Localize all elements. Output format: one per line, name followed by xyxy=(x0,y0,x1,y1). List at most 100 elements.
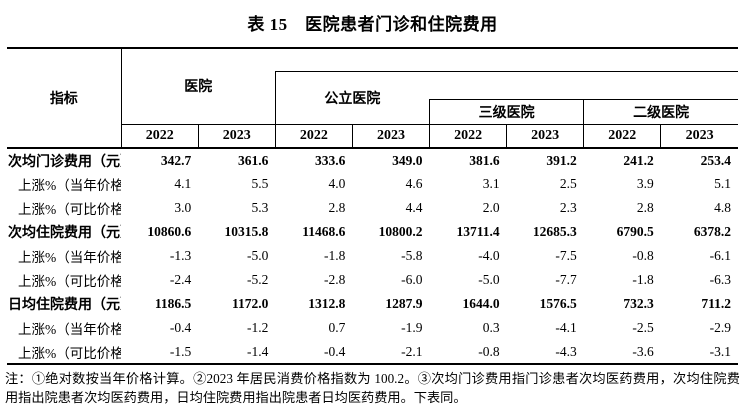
value-cell: -4.3 xyxy=(506,340,584,365)
row-label: 上涨%（可比价格） xyxy=(18,274,122,289)
value-cell: -2.9 xyxy=(709,320,731,335)
value-cell: 333.6 xyxy=(315,152,346,168)
table-row: 日均住院费用（元） 1186.5 1172.0 1312.8 1287.9 16… xyxy=(7,292,738,316)
table-row: 次均住院费用（元） 10860.6 10315.8 11468.6 10800.… xyxy=(7,220,738,244)
row-label: 上涨%（当年价格） xyxy=(18,250,122,265)
value-cell: 5.3 xyxy=(251,200,269,215)
value-cell: -2.5 xyxy=(632,320,654,335)
value-cell: 391.2 xyxy=(546,152,577,168)
value-cell: -0.8 xyxy=(429,340,507,365)
value-cell: -2.8 xyxy=(324,272,346,287)
value-cell: -1.5 xyxy=(121,340,199,365)
value-cell: 0.3 xyxy=(482,320,500,335)
value-cell: 361.6 xyxy=(237,152,269,168)
table-row: 上涨%（可比价格） 3.0 5.3 2.8 4.4 2.0 2.3 2.8 4.… xyxy=(7,196,738,220)
value-cell: 0.7 xyxy=(328,320,346,335)
value-cell: 1186.5 xyxy=(154,296,192,311)
value-cell: -7.7 xyxy=(555,272,577,287)
value-cell: 5.5 xyxy=(251,176,269,191)
group-header-public: 公立医院 xyxy=(274,71,430,124)
table-row: 上涨%（可比价格） -1.5 -1.4 -0.4 -2.1 -0.8 -4.3 … xyxy=(7,340,738,365)
value-cell: 11468.6 xyxy=(302,224,346,239)
value-cell: 711.2 xyxy=(701,296,731,311)
year-header: 2023 xyxy=(351,123,430,149)
value-cell: 2.8 xyxy=(636,200,654,215)
row-label: 上涨%（可比价格） xyxy=(18,202,122,217)
group-header-hospital: 医院 xyxy=(184,80,213,96)
value-cell: 1312.8 xyxy=(308,296,346,311)
year-header: 2022 xyxy=(429,123,507,149)
value-cell: 10800.2 xyxy=(378,224,423,239)
value-cell: -7.5 xyxy=(555,248,577,263)
value-cell: -1.2 xyxy=(246,320,269,335)
value-cell: 2.0 xyxy=(482,200,500,215)
value-cell: -4.0 xyxy=(478,248,500,263)
value-cell: -1.4 xyxy=(198,340,276,365)
header-spacer xyxy=(275,48,738,72)
header-row-1: 指标 医院 xyxy=(7,48,738,149)
value-cell: 1576.5 xyxy=(539,296,577,311)
value-cell: 4.4 xyxy=(405,200,423,215)
value-cell: 10315.8 xyxy=(224,224,269,239)
value-cell: 13711.4 xyxy=(456,224,500,239)
value-cell: 4.6 xyxy=(405,176,423,191)
value-cell: -6.0 xyxy=(401,272,423,287)
value-cell: -5.0 xyxy=(246,248,269,263)
value-cell: -1.3 xyxy=(169,248,192,263)
header-row-2: 公立医院 xyxy=(7,71,738,124)
value-cell: 3.1 xyxy=(482,176,500,191)
table-title: 表 15 医院患者门诊和住院费用 xyxy=(247,15,498,34)
value-cell: 1172.0 xyxy=(231,296,269,311)
statistics-table: 指标 医院 公立医院 三级医院 二级医院 2022 2023 2022 2023… xyxy=(7,47,738,365)
value-cell: -6.3 xyxy=(709,272,731,287)
value-cell: 241.2 xyxy=(623,152,654,168)
value-cell: 2.3 xyxy=(559,200,577,215)
value-cell: 5.1 xyxy=(714,176,731,191)
row-label: 次均门诊费用（元） xyxy=(8,154,121,170)
value-cell: -2.1 xyxy=(352,340,430,365)
value-cell: -6.1 xyxy=(709,248,731,263)
value-cell: -5.0 xyxy=(478,272,500,287)
value-cell: 381.6 xyxy=(469,152,500,168)
year-header: 2023 xyxy=(197,123,276,149)
year-header: 2022 xyxy=(583,123,661,149)
value-cell: 12685.3 xyxy=(532,224,577,239)
value-cell: -3.1 xyxy=(660,340,738,365)
value-cell: 6378.2 xyxy=(693,224,731,239)
table-row: 上涨%（当年价格） -1.3 -5.0 -1.8 -5.8 -4.0 -7.5 … xyxy=(7,244,738,268)
value-cell: 2.5 xyxy=(559,176,577,191)
value-cell: -4.1 xyxy=(555,320,577,335)
value-cell: -5.8 xyxy=(401,248,423,263)
value-cell: 2.8 xyxy=(328,200,346,215)
row-label: 日均住院费用（元） xyxy=(8,298,121,313)
value-cell: 6790.5 xyxy=(616,224,654,239)
value-cell: -3.6 xyxy=(583,340,661,365)
row-label: 上涨%（当年价格） xyxy=(18,178,122,193)
value-cell: 732.3 xyxy=(623,296,654,311)
value-cell: 3.0 xyxy=(174,200,192,215)
table-footnote: 注：①绝对数按当年价格计算。②2023 年居民消费价格指数为 100.2。③次均… xyxy=(5,371,740,405)
value-cell: 4.1 xyxy=(174,176,192,191)
year-header: 2023 xyxy=(506,123,584,149)
value-cell: 4.0 xyxy=(328,176,346,191)
table-row: 次均门诊费用（元） 342.7 361.6 333.6 349.0 381.6 … xyxy=(7,148,738,172)
value-cell: 3.9 xyxy=(636,176,654,191)
table-row: 上涨%（可比价格） -2.4 -5.2 -2.8 -6.0 -5.0 -7.7 … xyxy=(7,268,738,292)
value-cell: -5.2 xyxy=(246,272,269,287)
value-cell: -1.9 xyxy=(401,320,423,335)
value-cell: 349.0 xyxy=(392,152,423,168)
table-row: 上涨%（当年价格） -0.4 -1.2 0.7 -1.9 0.3 -4.1 -2… xyxy=(7,316,738,340)
year-header: 2023 xyxy=(660,123,738,149)
value-cell: -0.8 xyxy=(632,248,654,263)
value-cell: -1.8 xyxy=(324,248,346,263)
header-row-3: 三级医院 二级医院 xyxy=(7,99,738,124)
value-cell: 342.7 xyxy=(160,152,192,168)
value-cell: 4.8 xyxy=(714,200,731,215)
value-cell: -1.8 xyxy=(632,272,654,287)
value-cell: 1644.0 xyxy=(462,296,500,311)
year-header: 2022 xyxy=(274,123,353,149)
header-spacer xyxy=(429,71,738,100)
value-cell: -0.4 xyxy=(275,340,353,365)
value-cell: 10860.6 xyxy=(147,224,192,239)
